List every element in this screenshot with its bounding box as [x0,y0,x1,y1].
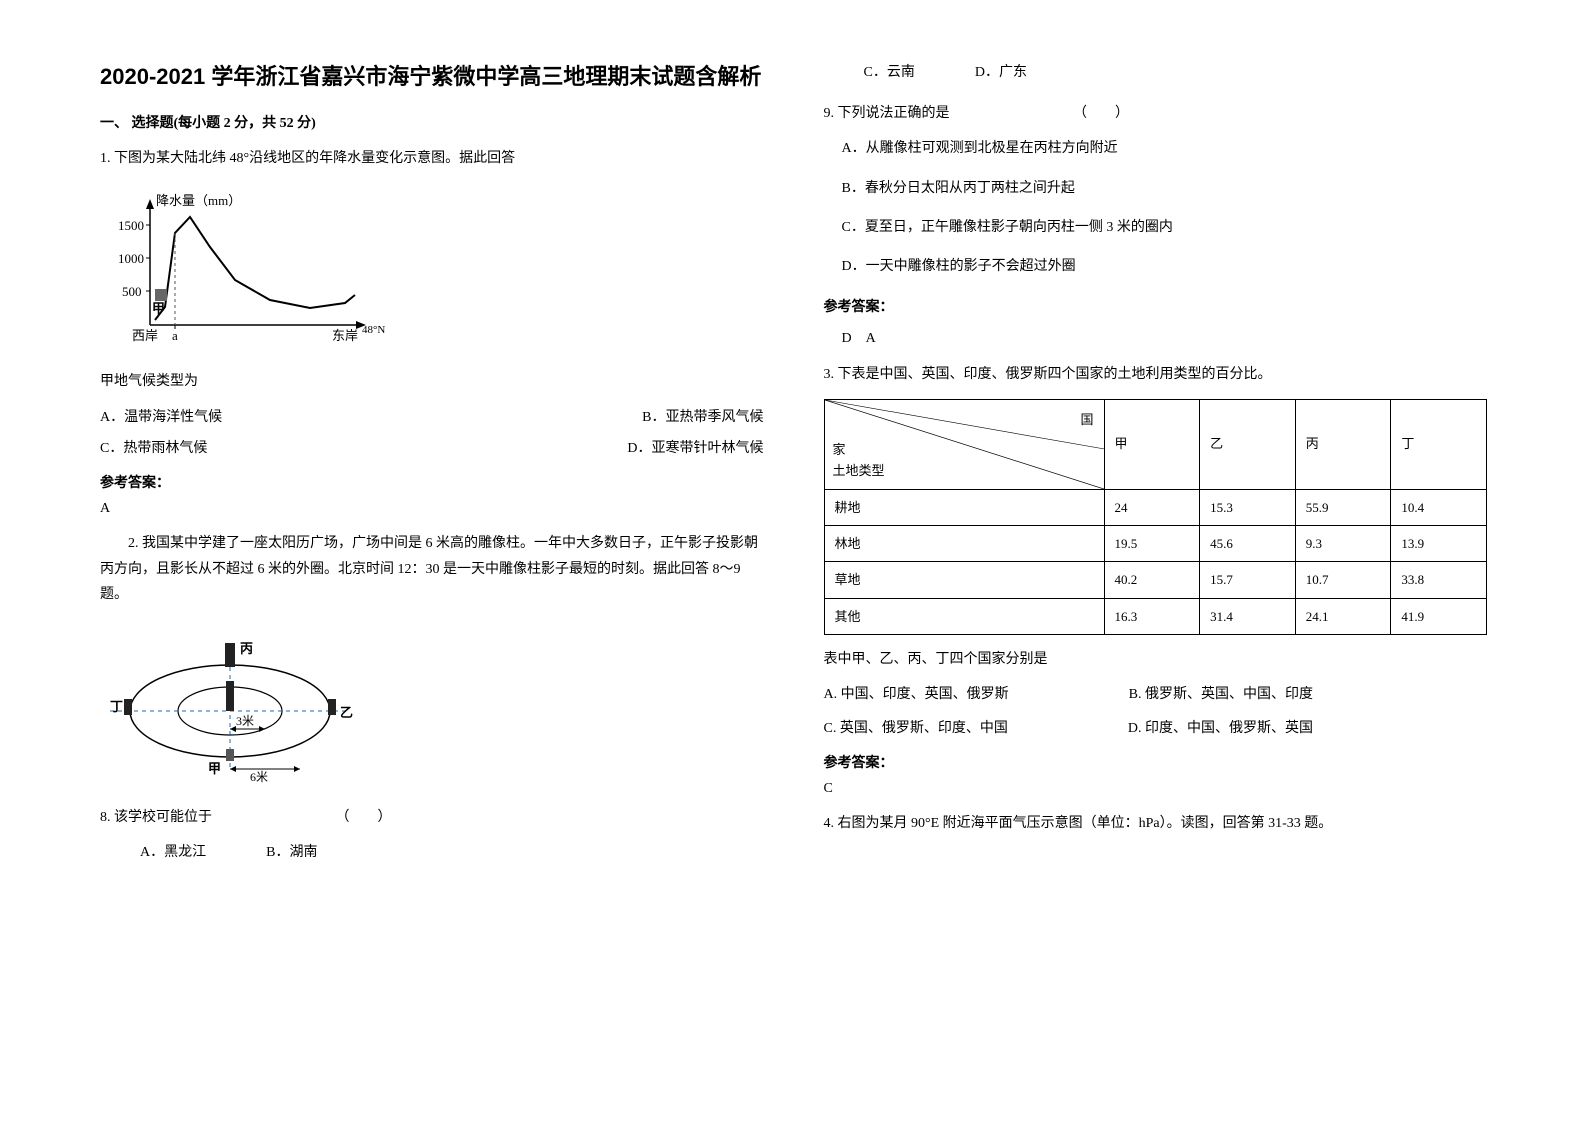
table-row: 草地 40.2 15.7 10.7 33.8 [824,562,1487,598]
xlabel-east: 东岸 [332,328,358,343]
q3-table: 国 家 土地类型 甲 乙 丙 丁 耕地 24 15.3 55.9 10.4 林地… [824,399,1488,636]
ytick-1500: 1500 [118,218,144,233]
left-column: 2020-2021 学年浙江省嘉兴市海宁紫微中学高三地理期末试题含解析 一、 选… [100,60,764,865]
q1-answer-label: 参考答案： [100,471,764,496]
q9-optC: C．夏至日，正午雕像柱影子朝向丙柱一侧 3 米的圈内 [842,215,1488,240]
lat-label: 48°N [362,324,385,336]
q3-optC: C. 英国、俄罗斯、印度、中国 [824,716,1008,741]
diag-top: 国 [1080,408,1093,431]
q9-row: 9. 下列说法正确的是 （ ） [824,101,1488,126]
q1-text: 1. 下图为某大陆北纬 48°沿线地区的年降水量变化示意图。据此回答 [100,146,764,171]
q3-optB: B. 俄罗斯、英国、中国、印度 [1129,682,1313,707]
q1-stem: 甲地气候类型为 [100,369,764,394]
table-row: 耕地 24 15.3 55.9 10.4 [824,489,1487,525]
label-bing: 丙 [240,641,253,656]
q9-optD: D．一天中雕像柱的影子不会超过外圈 [842,254,1488,279]
q3-optA: A. 中国、印度、英国、俄罗斯 [824,682,1009,707]
table-row: 林地 19.5 45.6 9.3 13.9 [824,526,1487,562]
label-6m: 6米 [250,770,268,784]
q8-text: 8. 该学校可能位于 [100,810,212,825]
col-jia: 甲 [1104,399,1200,489]
label-yi: 乙 [340,705,353,720]
ytick-1000: 1000 [118,251,144,266]
diag-bot: 土地类型 [833,459,885,482]
q3-stem: 表中甲、乙、丙、丁四个国家分别是 [824,647,1488,672]
marker-jia: 甲 [152,301,165,316]
q8-optA: A．黑龙江 [140,840,206,865]
ylabel: 降水量（mm） [156,193,241,208]
q9-optA: A．从雕像柱可观测到北极星在丙柱方向附近 [842,136,1488,161]
col-bing: 丙 [1295,399,1391,489]
q9-blank: （ ） [1073,106,1129,121]
col-yi: 乙 [1200,399,1296,489]
q1-optA: A．温带海洋性气候 [100,405,222,430]
xlabel-west: 西岸 [132,328,158,343]
q8-row: 8. 该学校可能位于 （ ） [100,805,764,830]
col-ding: 丁 [1391,399,1487,489]
q9-optB: B．春秋分日太阳从丙丁两柱之间升起 [842,176,1488,201]
xlabel-a: a [172,328,178,343]
q4-text: 4. 右图为某月 90°E 附近海平面气压示意图（单位：hPa）。读图，回答第 … [824,811,1488,836]
table-row: 其他 16.3 31.4 24.1 41.9 [824,598,1487,634]
label-ding: 丁 [110,699,123,714]
label-jia2: 甲 [208,761,221,776]
label-3m: 3米 [236,714,254,728]
diag-mid: 家 [833,438,846,461]
q1-chart: 1500 1000 500 降水量（mm） 甲 西岸 a 东岸 48°N [100,185,764,355]
q8-optB: B．湖南 [266,840,317,865]
q1-optD: D．亚寒带针叶林气候 [627,436,763,461]
q8-blank: （ ） [336,810,392,825]
q2-text: 2. 我国某中学建了一座太阳历广场，广场中间是 6 米高的雕像柱。一年中大多数日… [100,531,764,607]
q9-answer-label: 参考答案： [824,295,1488,320]
right-column: C．云南 D．广东 9. 下列说法正确的是 （ ） A．从雕像柱可观测到北极星在… [824,60,1488,865]
q8-optD: D．广东 [975,60,1027,85]
section-heading-1: 一、 选择题(每小题 2 分，共 52 分) [100,111,764,136]
q3-optD: D. 印度、中国、俄罗斯、英国 [1128,716,1313,741]
q3-answer: C [824,776,1488,801]
q2-diagram: 丙 丁 乙 甲 3米 6米 [100,621,764,791]
ytick-500: 500 [122,284,142,299]
page-title: 2020-2021 学年浙江省嘉兴市海宁紫微中学高三地理期末试题含解析 [100,60,764,93]
q9-text: 9. 下列说法正确的是 [824,106,950,121]
q8-optC: C．云南 [864,60,915,85]
q3-text: 3. 下表是中国、英国、印度、俄罗斯四个国家的土地利用类型的百分比。 [824,362,1488,387]
q1-optB: B．亚热带季风气候 [642,405,763,430]
q1-answer: A [100,496,764,521]
table-diag-cell: 国 家 土地类型 [824,399,1104,489]
q9-answer: D A [842,326,1488,351]
q1-optC: C．热带雨林气候 [100,436,207,461]
q3-answer-label: 参考答案： [824,751,1488,776]
